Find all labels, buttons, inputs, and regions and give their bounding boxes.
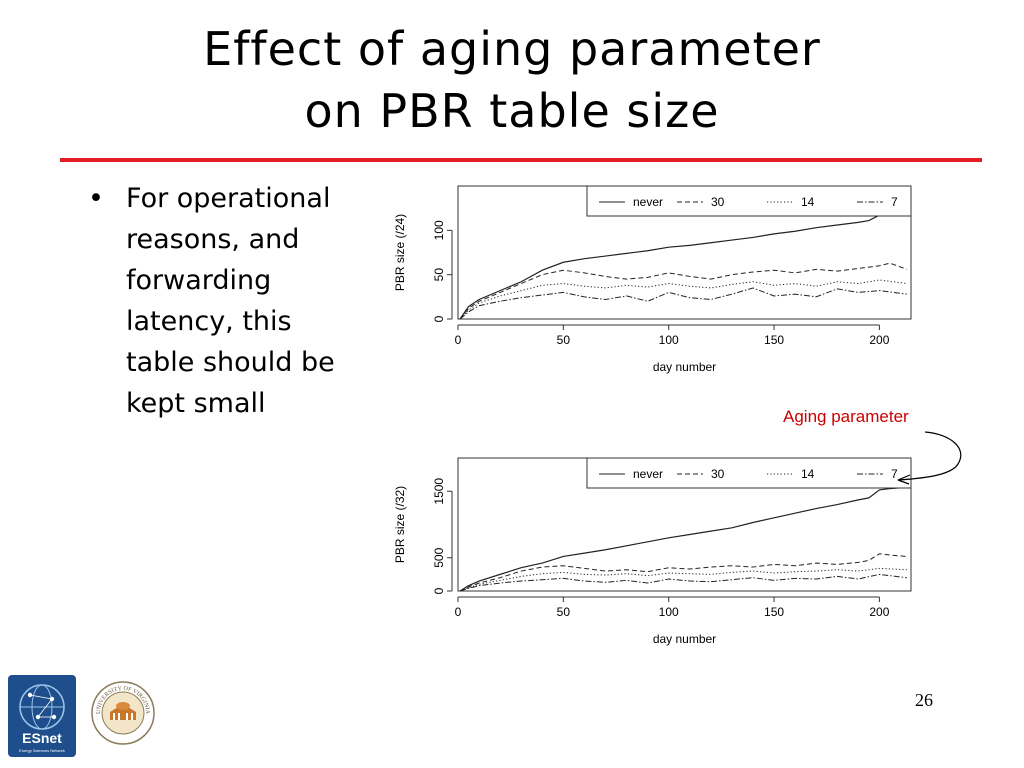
chart-pbr-size-24: 0 50 100 150 200 0 50 100 day number PBR size (/2… (393, 185, 912, 374)
title-underline (60, 158, 982, 162)
bullet-text: For operational reasons, and forwarding … (126, 183, 335, 419)
legend-label-never: never (633, 467, 663, 481)
series-line-14 (459, 279, 907, 320)
y-tick-label: 500 (432, 547, 446, 567)
legend-label-never: never (633, 195, 663, 209)
legend-label-30: 30 (711, 195, 725, 209)
esnet-logo: ESnet Energy Sciences Network (8, 675, 76, 757)
y-tick-label: 0 (432, 315, 446, 322)
esnet-logo-text: ESnet (22, 730, 62, 746)
x-tick-label: 150 (764, 333, 784, 347)
legend-box (586, 457, 912, 489)
y-tick-label: 100 (432, 220, 446, 240)
y-axis-label: PBR size (/32) (393, 486, 407, 563)
series-line-never (459, 486, 907, 592)
x-tick-label: 200 (869, 333, 889, 347)
x-tick-label: 0 (455, 605, 462, 619)
x-tick-label: 100 (659, 605, 679, 619)
legend-label-14: 14 (801, 195, 815, 209)
x-tick-label: 100 (659, 333, 679, 347)
slide-title: Effect of aging parameter on PBR table s… (0, 18, 1024, 142)
series-line-never (459, 212, 907, 320)
bullet-marker: • (88, 183, 104, 214)
legend-box (586, 185, 912, 217)
x-axis-label: day number (653, 632, 716, 646)
legend-label-7: 7 (891, 195, 898, 209)
legend-label-30: 30 (711, 467, 725, 481)
x-tick-label: 50 (557, 605, 571, 619)
uva-seal-logo: UNIVERSITY OF VIRGINIA (91, 681, 155, 745)
series-line-14 (459, 567, 907, 592)
slide-title-line1: Effect of aging parameter (203, 22, 821, 76)
annotation-aging-parameter: Aging parameter (783, 407, 909, 426)
y-tick-label: 0 (432, 587, 446, 594)
annotation-arrow-icon (897, 431, 962, 485)
x-tick-label: 150 (764, 605, 784, 619)
series-line-30 (459, 553, 907, 592)
x-tick-label: 50 (557, 333, 571, 347)
series-line-30 (459, 262, 907, 320)
x-axis-label: day number (653, 360, 716, 374)
x-tick-label: 0 (455, 333, 462, 347)
y-tick-label: 50 (432, 268, 446, 282)
esnet-logo-subtext: Energy Sciences Network (19, 748, 65, 753)
legend-label-7: 7 (891, 467, 898, 481)
x-tick-label: 200 (869, 605, 889, 619)
chart-pbr-size-32: 0 50 100 150 200 0 500 1500 day number PBR size (… (393, 457, 912, 646)
y-tick-label: 1500 (432, 478, 446, 505)
y-axis-label: PBR size (/24) (393, 214, 407, 291)
series-line-7 (459, 287, 907, 320)
series-line-7 (459, 573, 907, 592)
legend-label-14: 14 (801, 467, 815, 481)
page-number: 26 (915, 690, 933, 710)
slide-title-line2: on PBR table size (304, 84, 720, 138)
